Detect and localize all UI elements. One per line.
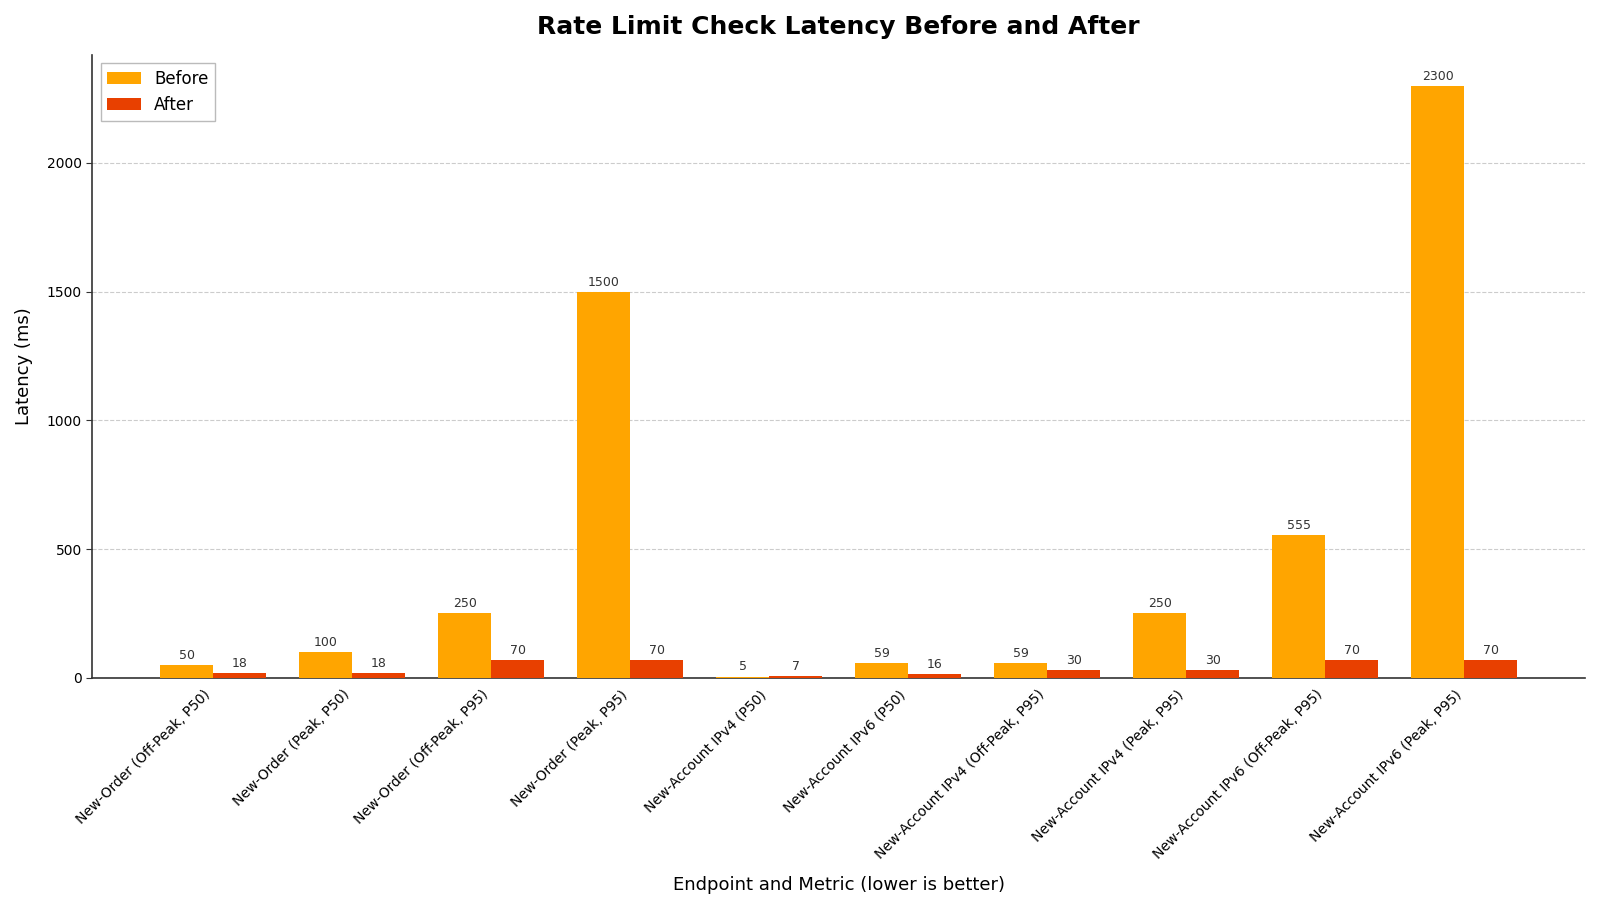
Text: 2300: 2300 — [1422, 70, 1454, 83]
Bar — [213, 674, 266, 678]
Text: 16: 16 — [926, 657, 942, 671]
Text: 18: 18 — [232, 657, 248, 670]
Bar — [909, 674, 962, 678]
Text: 18: 18 — [371, 657, 387, 670]
Bar — [1464, 660, 1517, 678]
Text: 59: 59 — [874, 646, 890, 660]
Bar — [995, 663, 1048, 678]
Text: 7: 7 — [792, 660, 800, 673]
Bar — [1411, 85, 1464, 678]
Text: 30: 30 — [1066, 654, 1082, 667]
Text: 1500: 1500 — [587, 275, 619, 288]
Text: 100: 100 — [314, 636, 338, 649]
Bar — [438, 614, 491, 678]
Text: 70: 70 — [648, 644, 664, 656]
Text: 250: 250 — [1147, 597, 1171, 610]
Bar — [578, 292, 630, 678]
Text: 50: 50 — [179, 649, 195, 662]
Text: 70: 70 — [1344, 644, 1360, 656]
Text: 30: 30 — [1205, 654, 1221, 667]
Bar — [160, 665, 213, 678]
Title: Rate Limit Check Latency Before and After: Rate Limit Check Latency Before and Afte… — [538, 15, 1141, 39]
Text: 59: 59 — [1013, 646, 1029, 660]
Bar — [1272, 534, 1325, 678]
Legend: Before, After: Before, After — [101, 63, 214, 121]
Bar — [299, 652, 352, 678]
Y-axis label: Latency (ms): Latency (ms) — [14, 307, 34, 425]
Text: 70: 70 — [1483, 644, 1499, 656]
Text: 555: 555 — [1286, 519, 1310, 532]
Bar — [491, 660, 544, 678]
Bar — [1133, 614, 1186, 678]
Bar — [352, 674, 405, 678]
Text: 5: 5 — [739, 661, 747, 674]
Bar — [717, 676, 770, 678]
Bar — [630, 660, 683, 678]
Bar — [1325, 660, 1378, 678]
Bar — [856, 663, 909, 678]
Bar — [1186, 670, 1238, 678]
Text: 70: 70 — [509, 644, 525, 656]
Bar — [1048, 670, 1101, 678]
Text: 250: 250 — [453, 597, 477, 610]
X-axis label: Endpoint and Metric (lower is better): Endpoint and Metric (lower is better) — [672, 876, 1005, 894]
Bar — [770, 676, 822, 678]
